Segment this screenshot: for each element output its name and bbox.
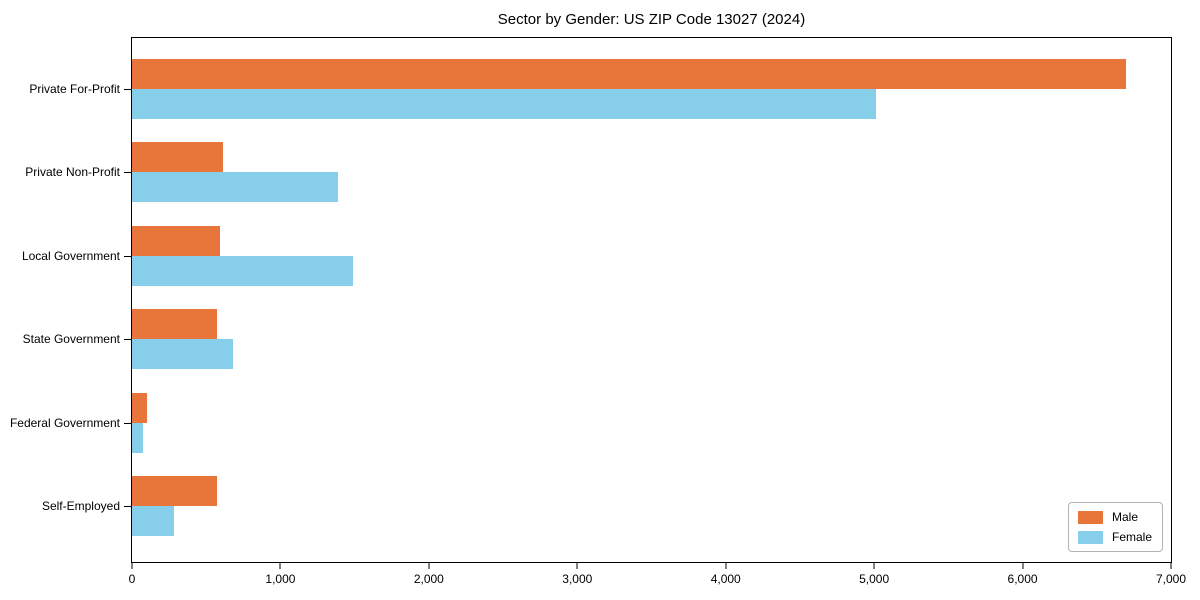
legend-label: Male (1111, 510, 1138, 524)
legend-label: Female (1111, 530, 1152, 544)
category-label: State Government (22, 332, 120, 347)
category-row: Private Non-Profit (25, 131, 1171, 215)
x-tick-label: 7,000 (1155, 572, 1187, 586)
y-axis-tick (124, 255, 132, 257)
bar-rows: Private For-Profit Private Non-Profit Loca… (10, 38, 1171, 562)
chart-title: Sector by Gender: US ZIP Code 13027 (202… (497, 11, 806, 28)
category-label: Private Non-Profit (25, 165, 120, 180)
bar-male-1 (132, 142, 224, 173)
legend-entry-female: Female (1077, 530, 1152, 544)
bar-female-1 (132, 172, 339, 203)
x-tick-label: 5,000 (859, 572, 890, 586)
x-axis-tick (1022, 562, 1024, 569)
x-tick-label: 2,000 (413, 572, 444, 586)
x-axis-tick (873, 562, 875, 569)
bar-female-0 (132, 88, 876, 119)
bar-female-3 (132, 339, 233, 370)
category-row: Federal Government (10, 381, 1171, 465)
category-label: Local Government (21, 248, 120, 263)
legend-swatch-male (1077, 510, 1103, 524)
x-tick-label: 4,000 (710, 572, 741, 586)
x-tick-label: 0 (128, 572, 136, 586)
category-row: State Government (23, 298, 1171, 382)
x-axis-tick (1170, 562, 1172, 569)
x-axis: 0 1,000 2,000 3,000 4,000 5,000 6,000 7,000 (128, 562, 1186, 592)
category-label: Self-Employed (41, 499, 120, 514)
category-row: Local Government (22, 214, 1171, 298)
bar-male-4 (132, 392, 147, 423)
bar-female-4 (132, 422, 144, 453)
category-label: Federal Government (9, 415, 120, 430)
bar-male-0 (132, 58, 1127, 89)
bar-male-2 (132, 225, 220, 256)
x-axis-tick (725, 562, 727, 569)
y-axis-tick (124, 172, 132, 174)
x-tick-label: 1,000 (265, 572, 296, 586)
bar-female-2 (132, 255, 354, 286)
x-axis-tick (576, 562, 578, 569)
legend-swatch-female (1077, 530, 1103, 544)
legend-entry-male: Male (1077, 510, 1152, 524)
y-axis-tick (124, 88, 132, 90)
legend: Male Female (1067, 502, 1163, 552)
bar-female-5 (132, 506, 174, 537)
category-row: Self-Employed (42, 465, 1171, 549)
x-tick-label: 6,000 (1007, 572, 1038, 586)
y-axis-tick (124, 506, 132, 508)
x-axis-tick (428, 562, 430, 569)
x-axis-tick (279, 562, 281, 569)
category-label: Private For-Profit (29, 81, 120, 96)
plot-area: Private For-Profit Private Non-Profit Loca… (10, 37, 1186, 586)
bar-male-3 (132, 309, 218, 340)
y-axis-tick (124, 422, 132, 424)
category-row: Private For-Profit (29, 47, 1171, 131)
y-axis-tick (124, 339, 132, 341)
x-tick-label: 3,000 (562, 572, 593, 586)
x-axis-tick (131, 562, 133, 569)
bar-male-5 (132, 476, 217, 507)
